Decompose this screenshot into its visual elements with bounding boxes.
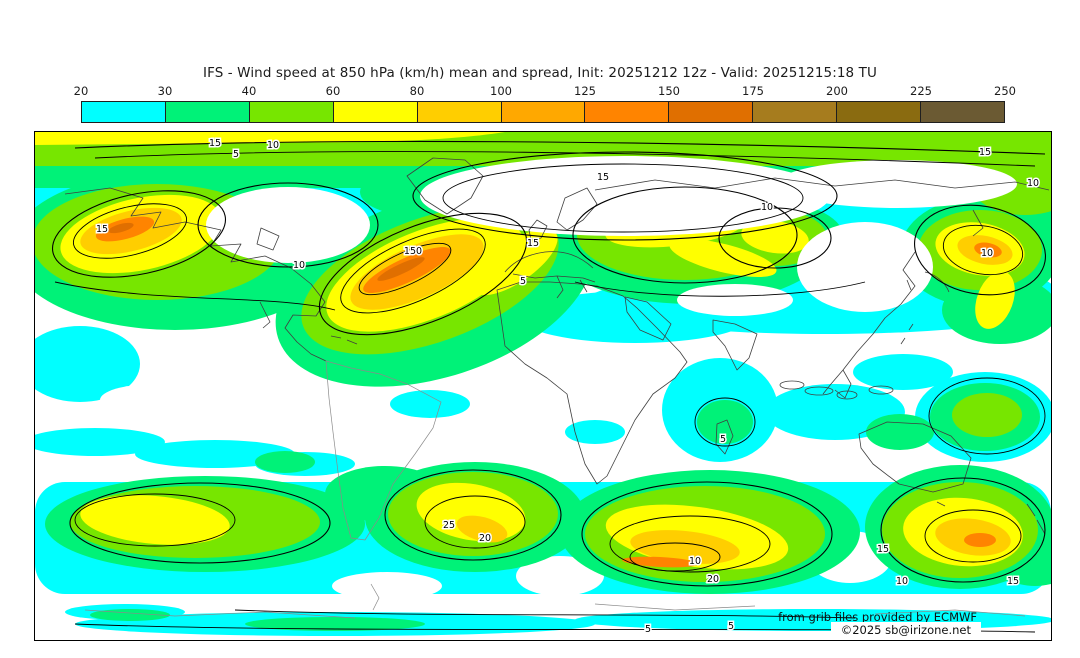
- fill-layer-calm-white: [206, 156, 1017, 316]
- contour-label: 5: [728, 621, 734, 632]
- colorbar-tick-20: 20: [73, 84, 89, 98]
- contour-label: 15: [979, 147, 991, 158]
- colorbar-segment-100-125: [501, 102, 586, 122]
- colorbar-segment-150-175: [669, 102, 754, 122]
- colorbar-segment-20-30: [82, 102, 166, 122]
- contour-label: 15: [527, 238, 539, 249]
- contour-label: 15: [877, 544, 889, 555]
- colorbar-segment-200-225: [837, 102, 922, 122]
- world-wind-map: 15 10 5 15 10 150 15 15 5 10 15 10 10 5 25 20 10 20 15 10 15…: [34, 131, 1052, 641]
- colorbar-tick-40: 40: [241, 84, 257, 98]
- contour-label: 10: [689, 556, 701, 567]
- contour-label: 150: [404, 246, 422, 257]
- contour-label: 10: [981, 248, 993, 259]
- contour-label: 15: [1007, 576, 1019, 587]
- contour-label: 20: [707, 574, 719, 585]
- coastlines: [64, 157, 1050, 619]
- colorbar-tick-30: 30: [157, 84, 173, 98]
- colorbar: [81, 101, 1005, 123]
- attribution-copyright: ©2025 sb@irizone.net: [830, 622, 981, 639]
- colorbar-segment-40-60: [249, 102, 334, 122]
- contour-label: 10: [293, 260, 305, 271]
- colorbar-tick-100: 100: [490, 84, 512, 98]
- fill-layer-darkorange: [108, 222, 425, 281]
- contour-labels: 15 10 5 15 10 150 15 15 5 10 15 10 10 5 25 20 10 20 15 10 15…: [94, 137, 1040, 637]
- colorbar-segment-125-150: [585, 102, 670, 122]
- attribution-grib-source: from grib files provided by ECMWF: [778, 610, 977, 624]
- contour-label: 15: [209, 138, 221, 149]
- contour-label: 5: [520, 276, 526, 287]
- colorbar-tick-150: 150: [658, 84, 680, 98]
- colorbar-tick-labels: 20 30 40 60 80 100 125 150 175 200 225 250: [74, 84, 1016, 98]
- colorbar-segment-30-40: [165, 102, 250, 122]
- contour-label: 15: [96, 224, 108, 235]
- colorbar-tick-125: 125: [574, 84, 596, 98]
- contour-label: 10: [761, 202, 773, 213]
- contour-label: 5: [645, 624, 651, 635]
- chart-title: IFS - Wind speed at 850 hPa (km/h) mean …: [203, 65, 877, 81]
- contour-label: 10: [1027, 178, 1039, 189]
- colorbar-tick-175: 175: [742, 84, 764, 98]
- contour-label: 25: [443, 520, 455, 531]
- colorbar-segment-175-200: [753, 102, 838, 122]
- contour-label: 20: [479, 533, 491, 544]
- map-canvas: 15 10 5 15 10 150 15 15 5 10 15 10 10 5 25 20 10 20 15 10 15…: [35, 132, 1051, 637]
- colorbar-tick-80: 80: [409, 84, 425, 98]
- colorbar-segment-225-250: [921, 102, 1004, 122]
- contour-label: 5: [233, 149, 239, 160]
- contour-label: 15: [597, 172, 609, 183]
- contour-label: 10: [267, 140, 279, 151]
- colorbar-tick-60: 60: [325, 84, 341, 98]
- contour-label: 5: [720, 434, 726, 445]
- colorbar-segment-80-100: [417, 102, 502, 122]
- colorbar-tick-200: 200: [826, 84, 848, 98]
- contour-label: 10: [896, 576, 908, 587]
- colorbar-segment-60-80: [333, 102, 418, 122]
- colorbar-tick-250: 250: [994, 84, 1016, 98]
- colorbar-tick-225: 225: [910, 84, 932, 98]
